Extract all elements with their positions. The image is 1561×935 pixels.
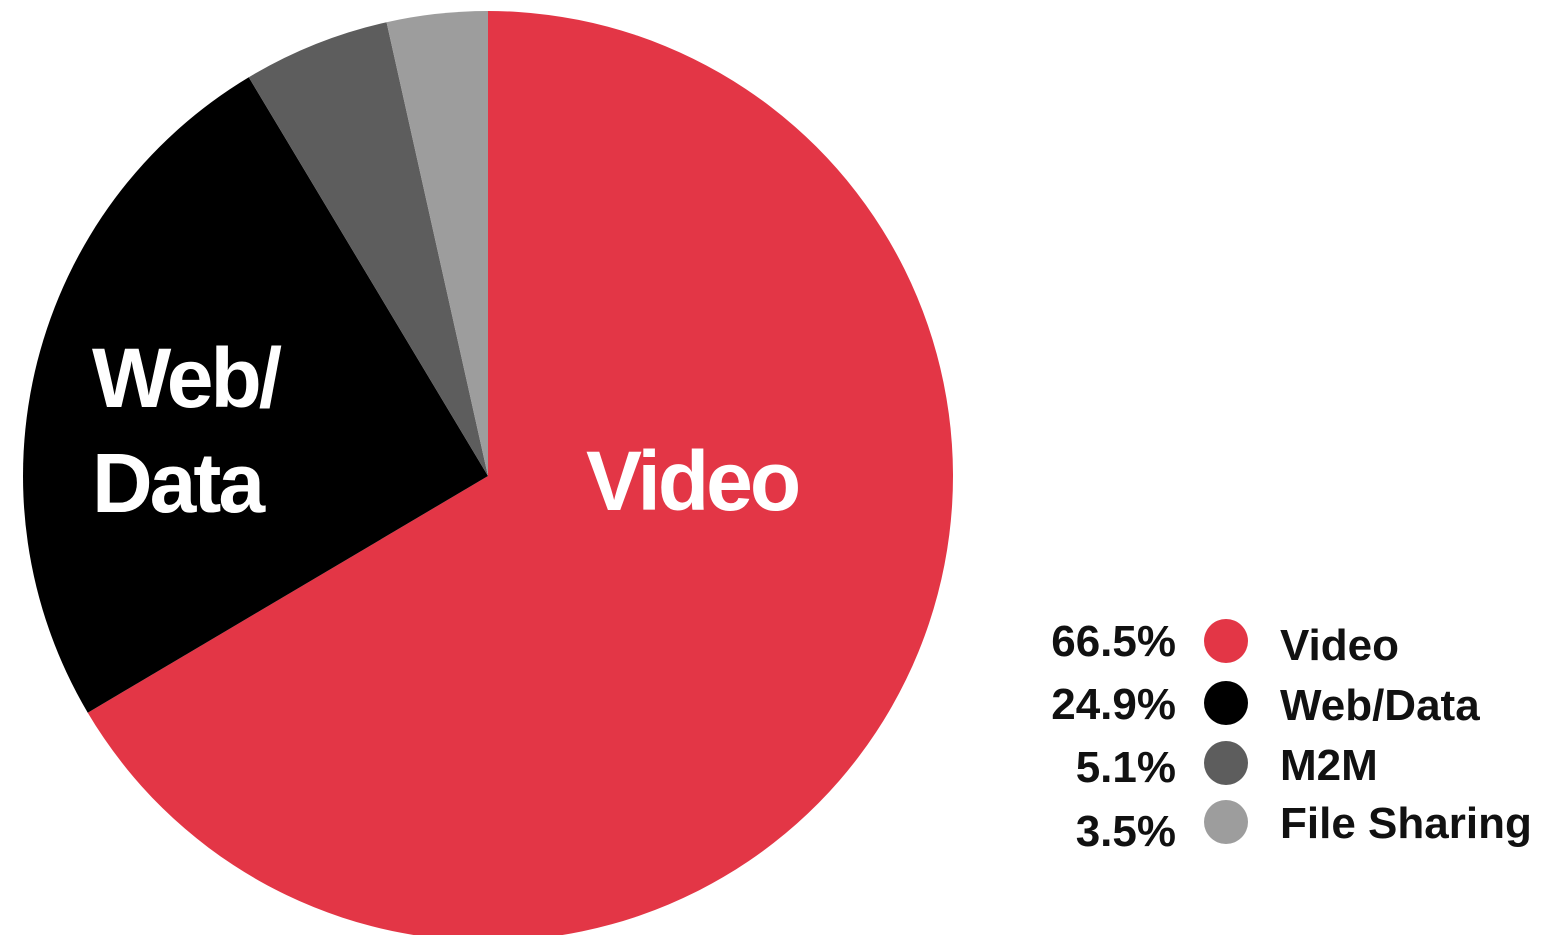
legend-label-web-data: Web/Data — [1280, 681, 1480, 730]
legend-item-m2m: 5.1% M2M — [1076, 741, 1378, 792]
legend-percent-file-sharing: 3.5% — [1076, 807, 1176, 856]
pie-slices — [22, 11, 954, 935]
pie-slice-video — [87, 11, 954, 935]
legend-label-file-sharing: File Sharing — [1280, 799, 1532, 848]
pie-slice-file-sharing — [386, 11, 488, 476]
legend-swatch-web-data — [1204, 681, 1248, 725]
legend-swatch-m2m — [1204, 741, 1248, 785]
legend-swatch-video — [1204, 619, 1248, 663]
pie-slice-m2m — [248, 22, 488, 477]
legend-percent-web-data: 24.9% — [1051, 680, 1176, 729]
legend: 66.5% Video 24.9% Web/Data 5.1% M2M 3.5%… — [1051, 617, 1532, 856]
legend-percent-m2m: 5.1% — [1076, 743, 1176, 792]
slice-label-video: Video — [586, 434, 799, 528]
legend-label-video: Video — [1280, 621, 1399, 670]
pie-slice-web-data — [22, 77, 489, 713]
slice-label-web-line2: Data — [92, 436, 266, 530]
slice-labels: Video Web/ Data — [92, 331, 802, 530]
legend-item-web-data: 24.9% Web/Data — [1051, 680, 1480, 730]
legend-percent-video: 66.5% — [1051, 617, 1176, 666]
legend-label-m2m: M2M — [1280, 741, 1378, 790]
legend-item-video: 66.5% Video — [1051, 617, 1399, 670]
legend-item-file-sharing: 3.5% File Sharing — [1076, 799, 1532, 856]
legend-swatch-file-sharing — [1204, 800, 1248, 844]
slice-label-web-line1: Web/ — [92, 331, 282, 425]
